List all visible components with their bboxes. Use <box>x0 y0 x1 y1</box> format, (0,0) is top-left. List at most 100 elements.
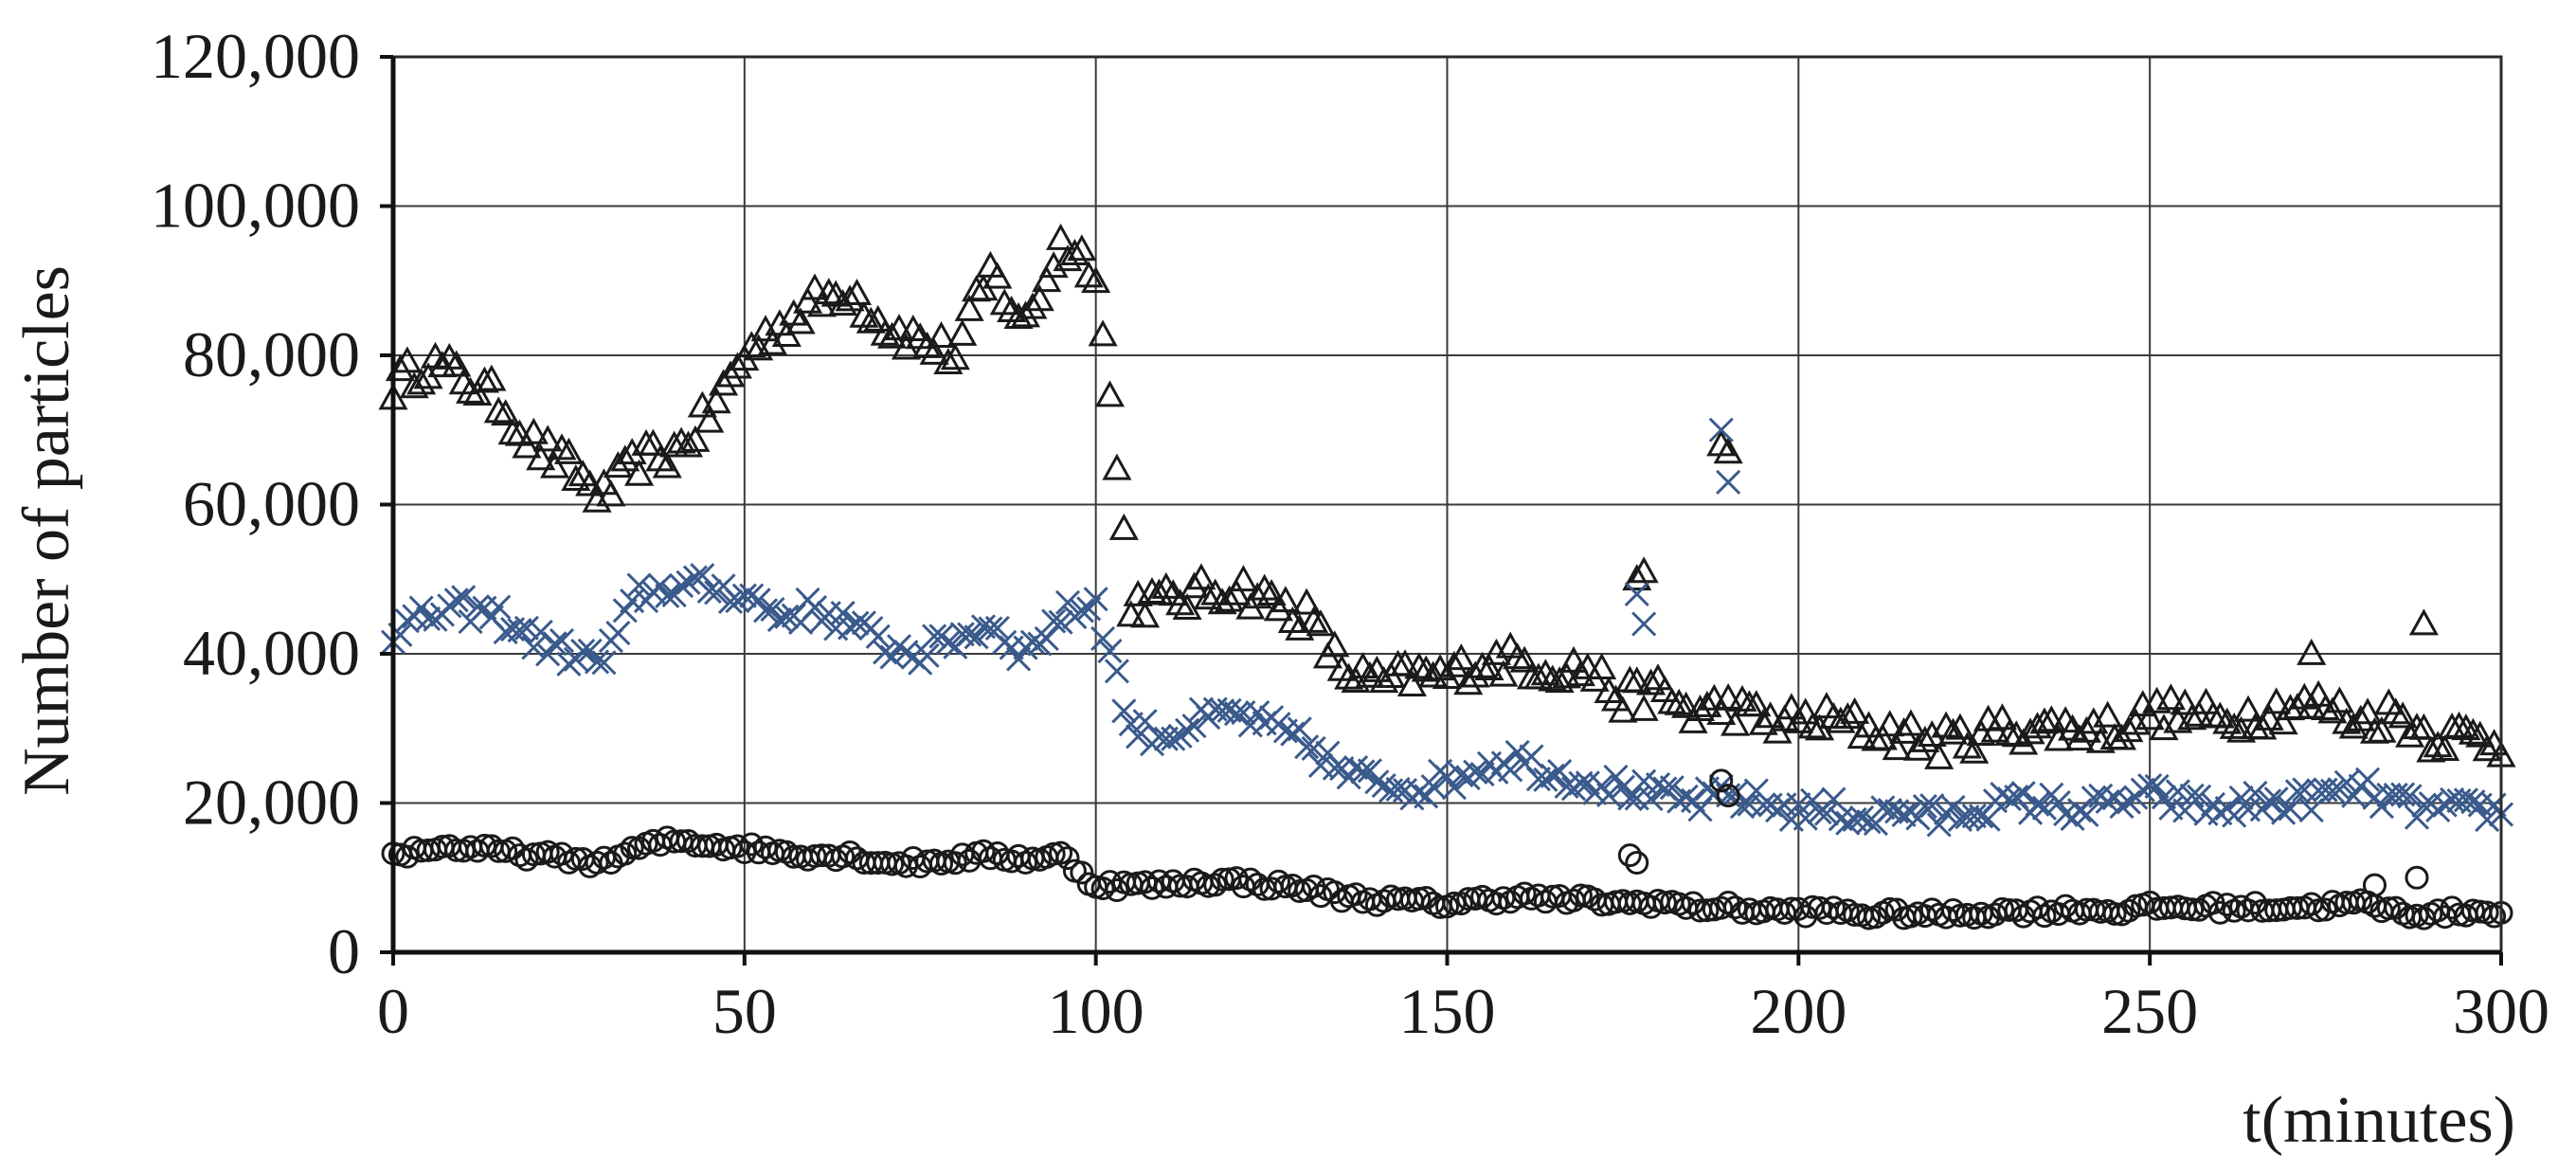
triangle-series-point <box>2395 720 2425 748</box>
x-series-point <box>1019 629 1045 655</box>
triangle-series-point <box>835 284 865 312</box>
x-series-point <box>513 615 539 641</box>
circle-series-point <box>2363 894 2387 918</box>
triangle-series-point <box>1144 578 1174 605</box>
triangle-series-point <box>1404 652 1434 679</box>
circle-series-point <box>1582 887 1607 912</box>
triangle-series-point <box>1488 659 1519 687</box>
triangle-series-point <box>1116 600 1146 627</box>
x-series-point <box>443 587 469 613</box>
triangle-series-point <box>1565 659 1595 687</box>
triangle-series-point <box>2079 707 2109 734</box>
x-series-point <box>2284 779 2310 804</box>
x-tick-label: 150 <box>1399 975 1496 1047</box>
triangle-series-point <box>1073 261 1104 288</box>
x-series-point <box>1175 717 1200 743</box>
x-series-point <box>2025 791 2050 817</box>
triangle-series-point <box>884 314 914 341</box>
x-series-point <box>1090 625 1116 651</box>
triangle-series-point <box>2247 713 2278 740</box>
x-series-point <box>696 578 722 605</box>
triangle-series-point <box>1299 605 1329 633</box>
triangle-series-point <box>1369 666 1399 694</box>
triangle-series-point <box>392 346 423 373</box>
y-tick-label: 60,000 <box>183 468 360 540</box>
triangle-series-point <box>940 343 970 370</box>
triangle-series-point <box>1094 380 1126 407</box>
x-series-point <box>605 620 631 646</box>
triangle-series-point <box>2093 700 2123 728</box>
triangle-series-point <box>2106 723 2137 750</box>
triangle-series-point <box>1453 668 1484 695</box>
x-series-point <box>957 622 982 647</box>
x-series-point <box>1034 625 1059 652</box>
triangle-series-point <box>2149 713 2179 741</box>
triangle-series-point <box>2071 715 2101 743</box>
x-series-point <box>1533 767 1558 792</box>
triangle-series-point <box>1741 690 1772 717</box>
tick-labels: 0 50 100 150 200 250 300 0 20,000 40,000 60,000 80,… <box>151 20 2549 1047</box>
x-series-point <box>2397 784 2423 809</box>
triangle-series-point <box>1636 668 1666 695</box>
x-series-point <box>1919 793 1945 819</box>
x-series-point <box>1498 757 1523 783</box>
x-series-point <box>542 631 567 657</box>
triangle-series-point <box>1172 593 1202 621</box>
circle-series-point <box>2180 897 2205 922</box>
circle-series-point <box>1055 846 1080 871</box>
triangle-series-point <box>1826 706 1856 733</box>
x-series-point <box>1547 758 1573 785</box>
triangle-series-point <box>1797 712 1828 739</box>
circle-series-point <box>2243 891 2267 915</box>
circle-outlier-point <box>1617 843 1642 868</box>
circle-series-point <box>1070 860 1094 885</box>
circle-series-point <box>739 832 764 857</box>
triangle-series-point <box>954 294 984 321</box>
triangle-series-point <box>1706 698 1737 726</box>
x-series-point <box>2222 803 2247 828</box>
triangle-series-point <box>1320 630 1350 658</box>
triangle-series-point <box>2233 695 2263 722</box>
triangle-series-point <box>1285 613 1315 641</box>
x-series-point <box>486 594 512 620</box>
x-series-point <box>2460 789 2486 815</box>
circle-series-point <box>1512 881 1537 906</box>
triangle-series-point <box>1882 733 1912 761</box>
triangle-series-point <box>1818 702 1848 730</box>
x-series-point <box>2165 779 2190 804</box>
x-series-point <box>1554 773 1579 800</box>
x-series-point <box>1504 739 1530 765</box>
triangle-series-point <box>715 360 746 388</box>
x-series-point <box>1006 646 1032 672</box>
x-series-point <box>1519 744 1544 769</box>
x-series-point <box>1603 764 1629 789</box>
triangle-series-point <box>709 369 739 396</box>
x-outlier-point <box>1716 469 1741 495</box>
circle-series-point <box>2376 896 2401 921</box>
triangle-series-point <box>1867 723 1898 750</box>
triangle-series-point <box>1207 587 1237 615</box>
x-series-point <box>2278 796 2303 822</box>
circle-series-point <box>1484 892 1508 916</box>
y-tick-label: 0 <box>328 915 360 987</box>
triangle-series-point <box>2387 701 2418 729</box>
triangle-series-point <box>441 350 472 377</box>
triangle-series-point <box>1460 660 1490 688</box>
x-series-point <box>1813 801 1840 826</box>
x-series-point <box>1870 795 1896 821</box>
circle-series-point <box>1203 873 1228 897</box>
x-series-point <box>1097 639 1123 664</box>
circle-series-point <box>1105 878 1129 903</box>
x-series-point <box>655 583 680 608</box>
x-series-point <box>2475 806 2500 833</box>
triangle-outlier-point <box>1629 556 1659 584</box>
triangle-series-point <box>1215 585 1245 612</box>
circle-series-point <box>1343 882 1368 907</box>
circle-series-point <box>1695 898 1720 923</box>
x-series-point <box>626 572 652 598</box>
x-series-point <box>1751 792 1776 818</box>
x-series-point <box>766 606 792 633</box>
triangle-series-point <box>1509 645 1540 673</box>
triangle-series-point <box>2212 707 2243 734</box>
